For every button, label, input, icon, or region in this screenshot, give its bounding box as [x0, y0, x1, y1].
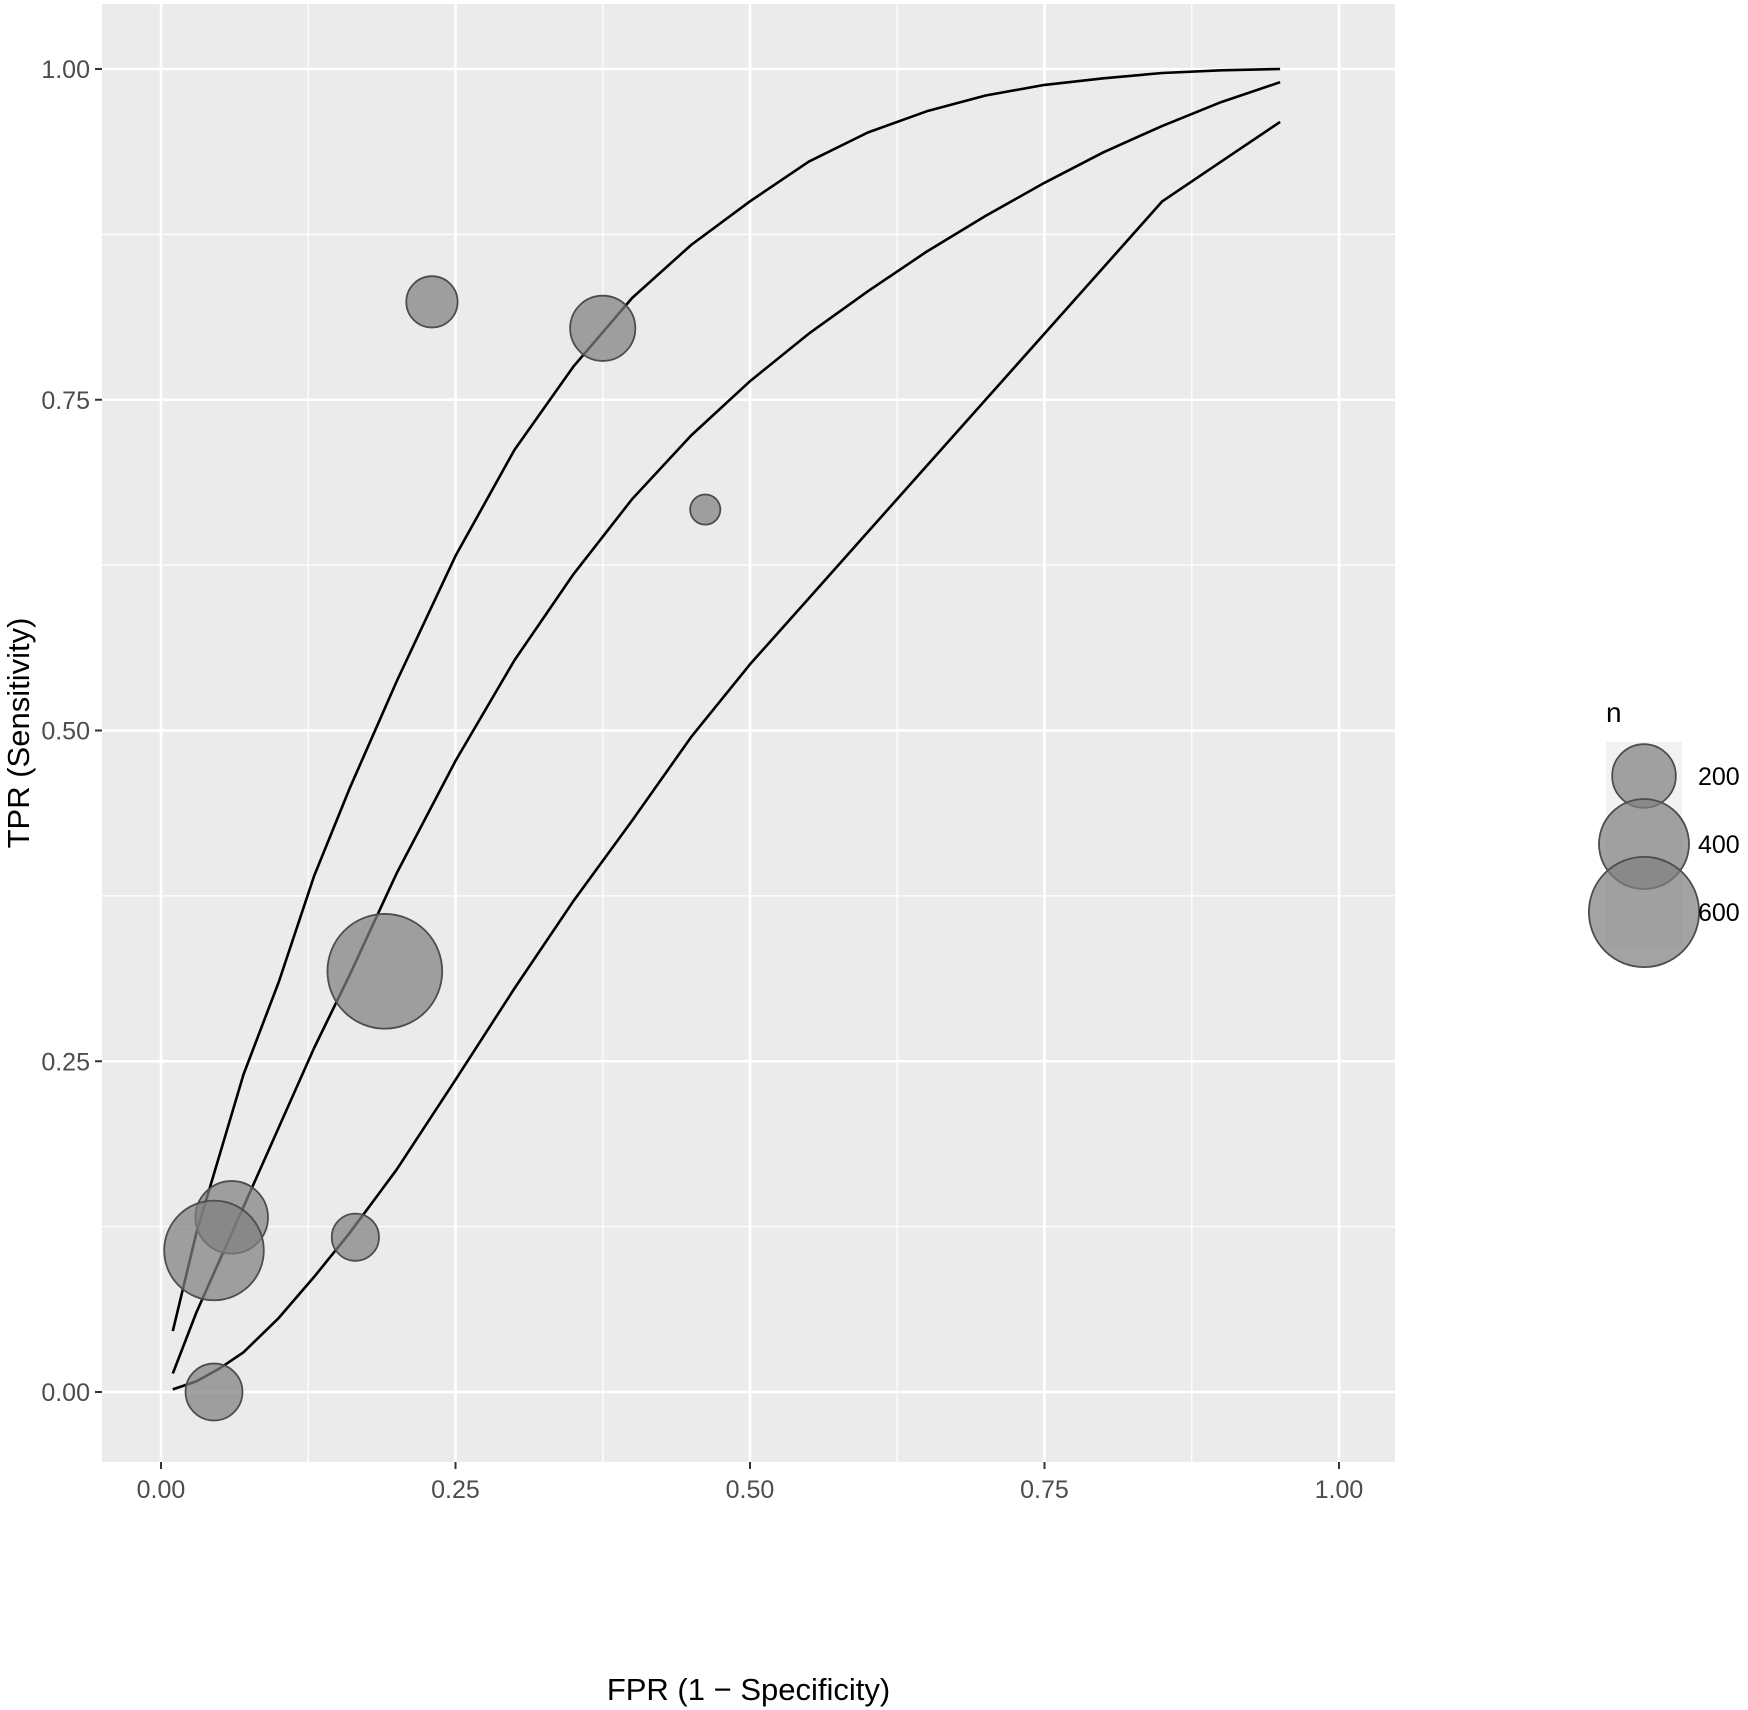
legend-key-circle — [1587, 855, 1701, 969]
minor-gridlines — [102, 4, 1395, 1462]
data-point — [326, 913, 444, 1030]
major-gridlines — [102, 4, 1395, 1462]
legend-label: 200 — [1698, 763, 1740, 791]
curve-line-1 — [171, 67, 1281, 1332]
legend-label: 400 — [1698, 831, 1740, 859]
x-tick-label: 1.00 — [1315, 1476, 1364, 1504]
curve-line-3 — [172, 120, 1281, 1391]
curves-layer — [171, 67, 1281, 1391]
data-point — [184, 1362, 244, 1422]
plot-panel — [102, 4, 1395, 1462]
points-layer — [163, 275, 722, 1422]
legend-label: 600 — [1698, 899, 1740, 927]
legend-entries: 200 400 600 — [1587, 743, 1740, 969]
data-point — [569, 294, 637, 362]
y-axis-title: TPR (Sensitivity) — [1, 618, 36, 849]
data-point — [163, 1199, 265, 1302]
curve-line-2 — [171, 80, 1281, 1374]
data-point — [405, 275, 459, 329]
y-tick-label: 0.00 — [41, 1379, 90, 1407]
data-point — [330, 1212, 380, 1262]
legend-title: n — [1606, 697, 1622, 728]
x-tick-label: 0.25 — [431, 1476, 480, 1504]
x-tick-label: 0.00 — [137, 1476, 186, 1504]
y-tick-label: 0.25 — [41, 1048, 90, 1076]
x-tick-label: 0.50 — [726, 1476, 775, 1504]
y-tick-label: 1.00 — [41, 56, 90, 84]
y-tick-label: 0.50 — [41, 718, 90, 746]
y-tick-label: 0.75 — [41, 387, 90, 415]
size-legend: n 200 400 600 — [1587, 697, 1740, 969]
x-axis-title: FPR (1 − Specificity) — [607, 1672, 890, 1707]
data-point — [689, 493, 722, 526]
x-axis: 0.00 0.25 0.50 0.75 1.00 — [137, 1462, 1364, 1504]
y-axis: 0.00 0.25 0.50 0.75 1.00 — [41, 56, 102, 1407]
x-tick-label: 0.75 — [1020, 1476, 1069, 1504]
